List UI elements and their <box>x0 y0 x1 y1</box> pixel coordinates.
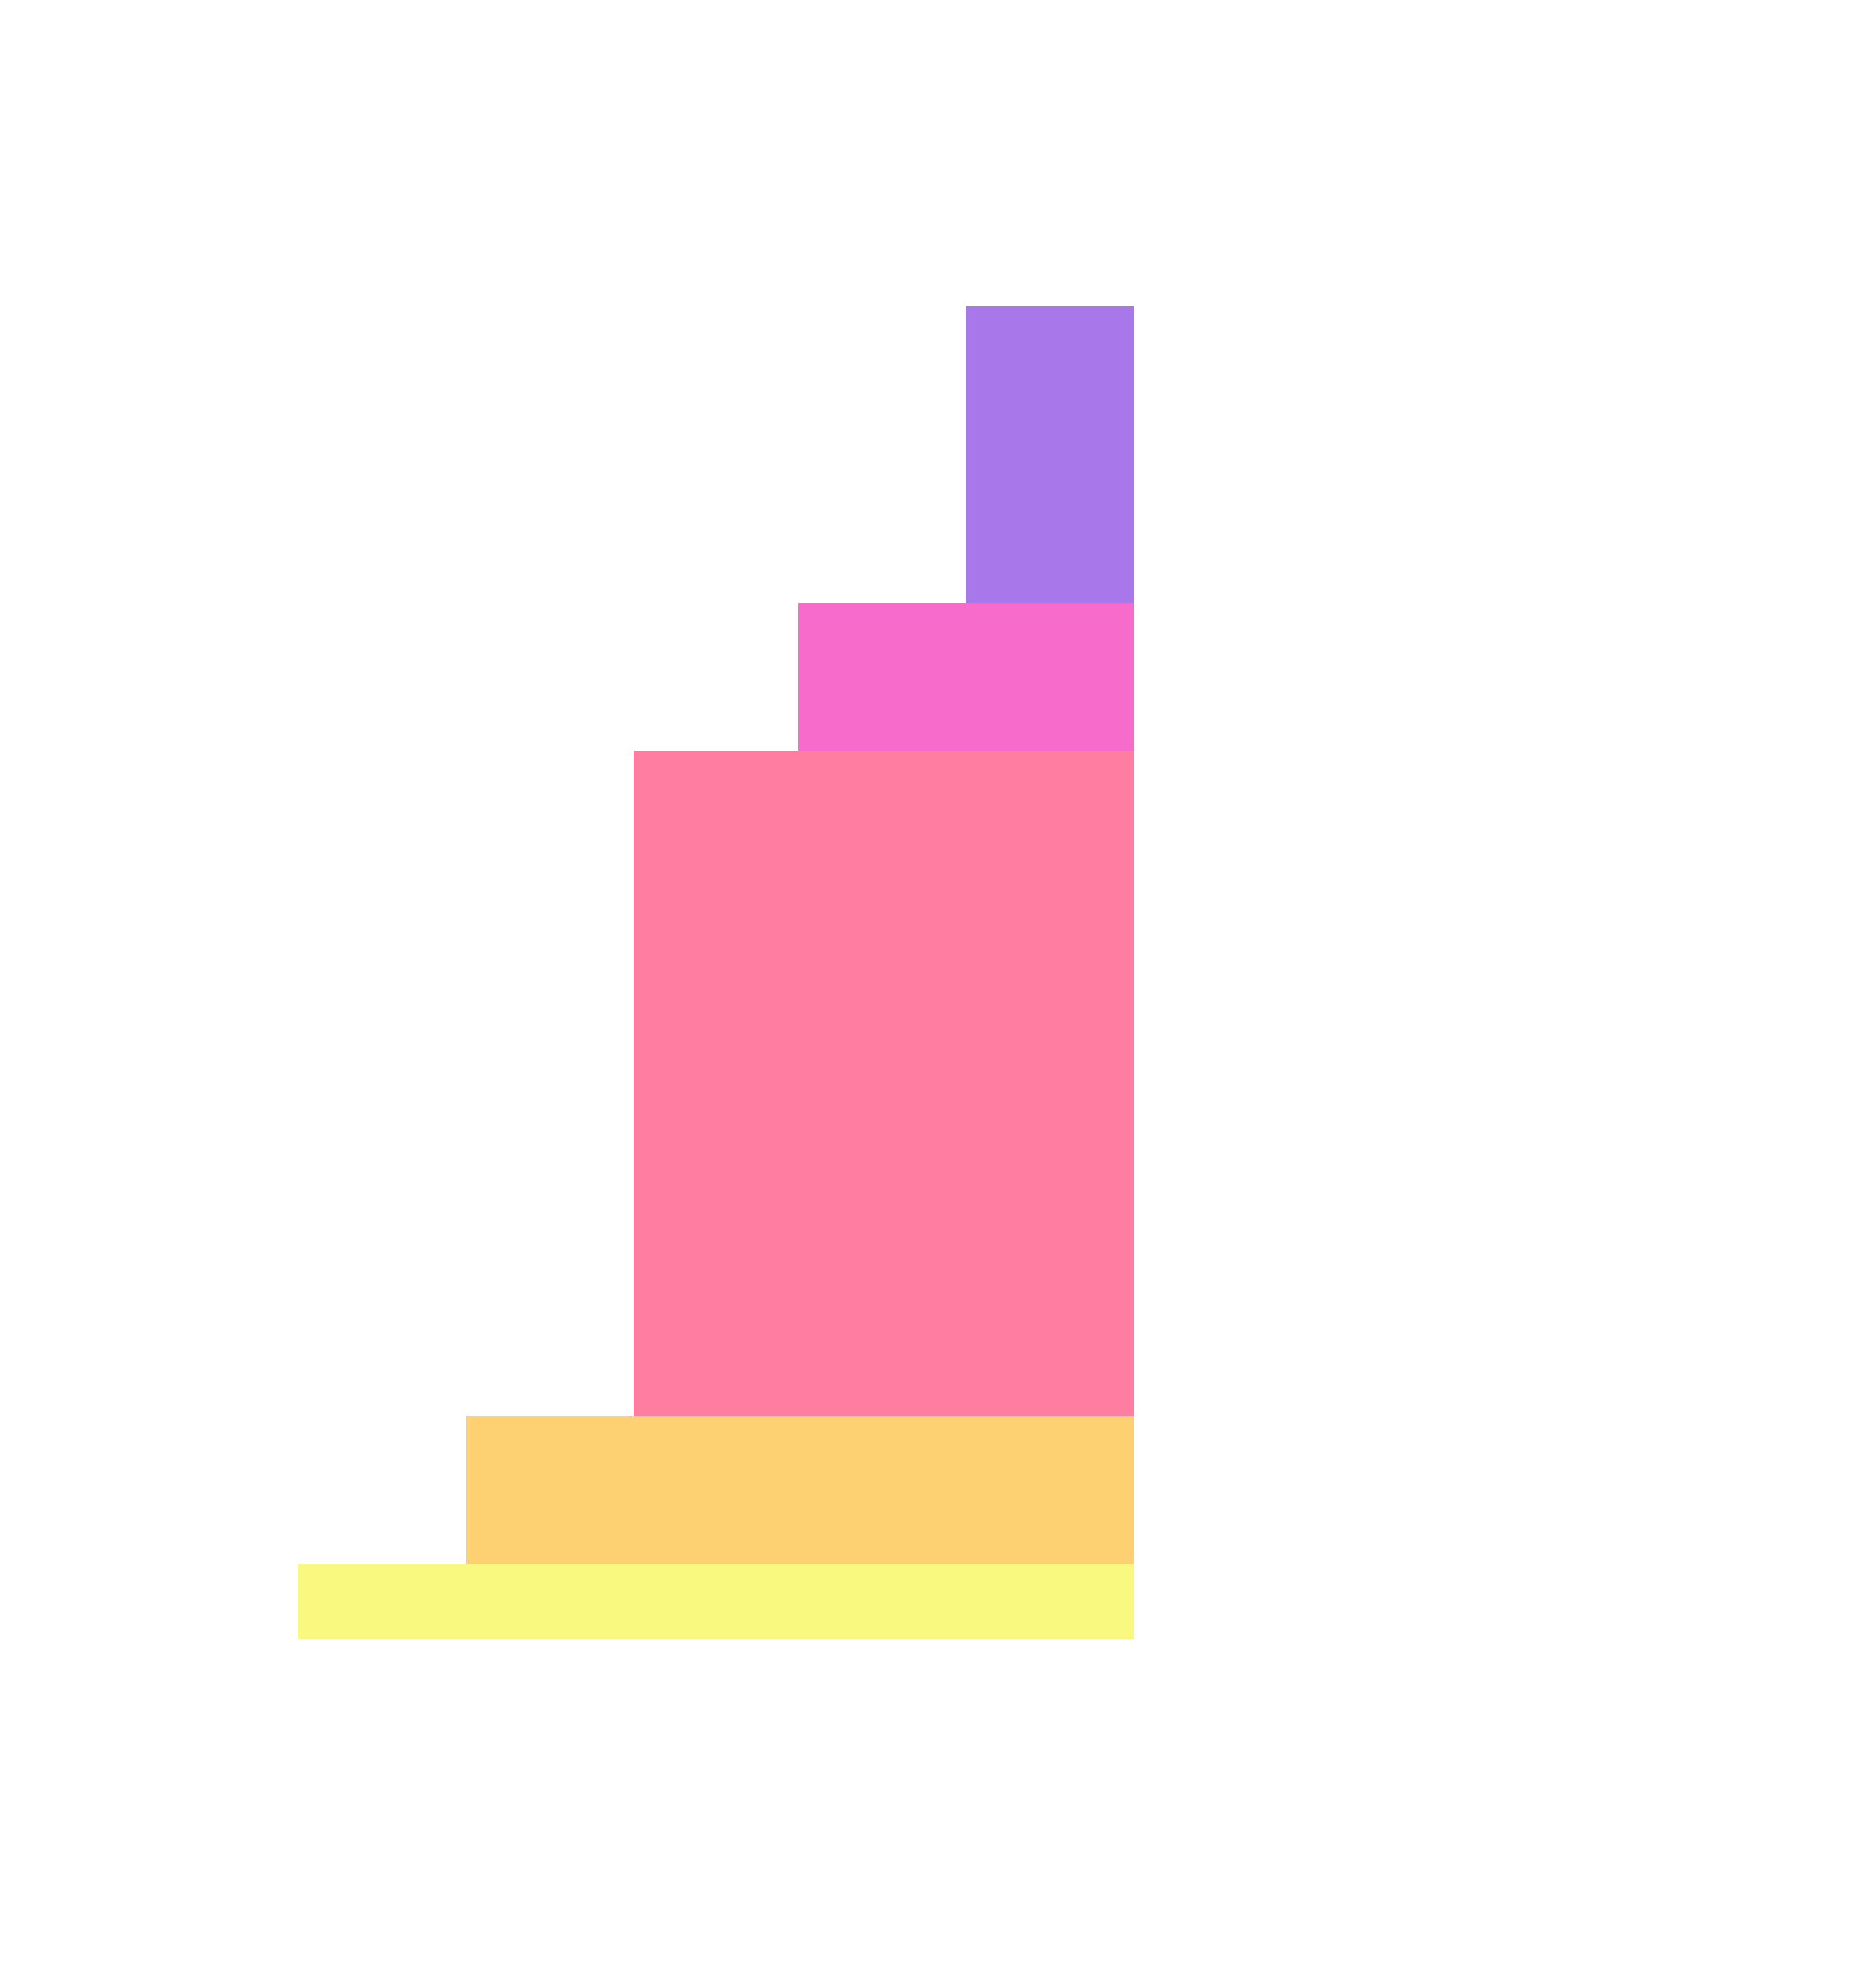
step-block-top-purple <box>966 306 1134 603</box>
step-block-orange <box>466 1416 1134 1564</box>
step-block-bottom-yellow <box>298 1564 1134 1639</box>
step-block-pink <box>634 751 1134 1416</box>
step-block-magenta <box>798 603 1134 751</box>
